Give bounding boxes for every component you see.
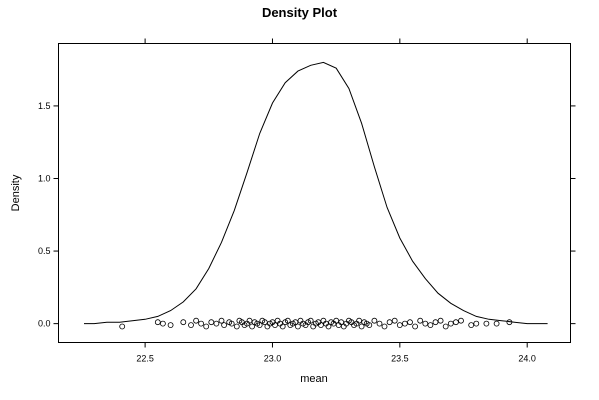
rug-point [246, 317, 253, 324]
rug-point [381, 323, 388, 330]
rug-point [203, 323, 210, 330]
rug-point [198, 320, 205, 327]
rug-point [437, 317, 444, 324]
rug-point [218, 317, 225, 324]
rug-point [333, 317, 340, 324]
rug-point [442, 323, 449, 330]
rug-point [159, 320, 166, 327]
rug-point [506, 319, 513, 326]
rug-point [279, 323, 286, 330]
rug-point [228, 320, 235, 327]
density-curve [84, 61, 548, 325]
x-tick-label: 24.0 [518, 354, 536, 364]
y-tick-label: 0.5 [38, 246, 51, 256]
rug-point [292, 319, 299, 326]
axis-tick-labels: 22.5 23.0 23.5 24.0 0.0 0.5 1.0 1.5 [38, 101, 536, 364]
y-tick-label: 1.0 [38, 173, 51, 183]
rug-point [401, 320, 408, 327]
rug-point [452, 319, 459, 326]
rug-point [188, 322, 194, 329]
rug-point [376, 320, 383, 327]
x-tick-label: 22.5 [136, 354, 154, 364]
axis-ticks [53, 38, 576, 348]
rug-point [366, 322, 373, 329]
rug-point [284, 317, 291, 324]
rug-point [154, 319, 161, 326]
rug-point [468, 322, 475, 329]
rug-point [307, 317, 314, 324]
x-tick-label: 23.0 [264, 354, 282, 364]
rug-point [493, 320, 500, 327]
rug-point [213, 320, 220, 327]
rug-point [386, 319, 393, 326]
y-tick-label: 0.0 [38, 319, 51, 329]
rug-point [427, 322, 434, 329]
rug-point [407, 319, 413, 326]
x-tick-label: 23.5 [391, 354, 409, 364]
rug-point [473, 320, 480, 327]
rug-points [119, 317, 513, 330]
chart-title: Density Plot [262, 5, 338, 20]
rug-point [221, 322, 228, 329]
rug-point [325, 323, 332, 330]
rug-point [338, 319, 345, 326]
rug-point [317, 322, 324, 329]
rug-point [358, 323, 365, 330]
rug-point [356, 317, 363, 324]
rug-point [391, 317, 398, 324]
rug-point [272, 322, 278, 329]
rug-point [256, 322, 263, 329]
plot-frame [58, 43, 571, 343]
rug-point [167, 322, 174, 329]
rug-point [180, 319, 187, 326]
rug-point [119, 323, 126, 330]
rug-point [447, 320, 454, 327]
rug-point [249, 323, 256, 330]
x-axis-label: mean [300, 373, 328, 385]
rug-point [422, 320, 429, 327]
rug-point [412, 323, 419, 330]
rug-point [193, 317, 200, 324]
rug-point [294, 323, 301, 330]
rug-point [417, 317, 424, 324]
rug-point [396, 322, 403, 329]
rug-point [208, 319, 215, 326]
y-tick-label: 1.5 [38, 101, 51, 111]
rug-point [458, 317, 464, 324]
rug-point [483, 320, 490, 327]
rug-point [261, 319, 268, 326]
rug-point [371, 317, 378, 324]
rug-point [432, 319, 439, 326]
y-axis-label: Density [10, 174, 22, 211]
rug-point [233, 323, 240, 330]
